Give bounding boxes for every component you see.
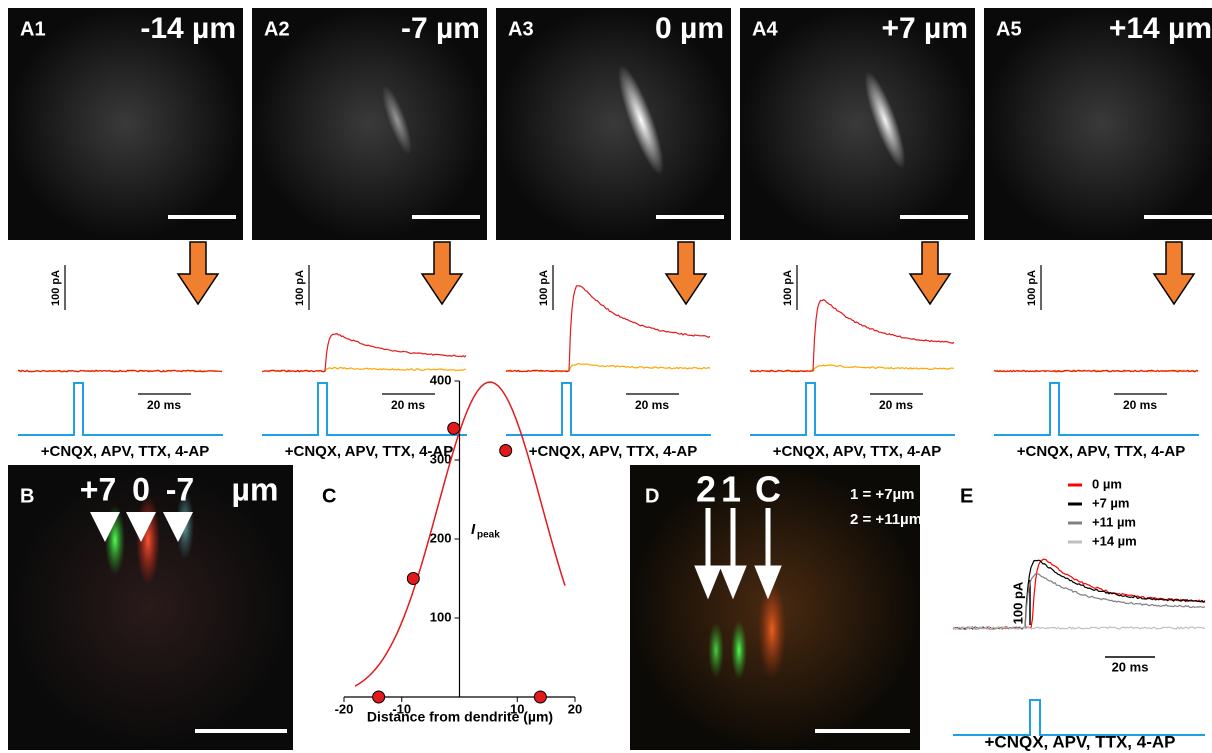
panel-label: B [20, 485, 34, 507]
note: 1 = +7µm [850, 486, 915, 503]
response-trace [953, 560, 1205, 629]
scale-label: 20 ms [147, 398, 181, 412]
panel-label: A2 [264, 18, 290, 40]
stimulus-pulse [506, 383, 711, 435]
scale-label: 20 ms [1123, 398, 1157, 412]
y-axis-label-sub: peak [477, 530, 500, 541]
scale-label: 20 ms [391, 398, 425, 412]
scale-label: 100 pA [50, 270, 62, 306]
scale-label: 100 pA [782, 270, 794, 306]
depth-label: +7 µm [882, 12, 969, 45]
panel-label: E [960, 485, 973, 507]
depth-label: -7 µm [401, 12, 480, 45]
drug-label: +CNQX, APV, TTX, 4-AP [41, 443, 210, 460]
legend-label: +14 µm [1092, 533, 1137, 548]
depth-label: -14 µm [140, 12, 236, 45]
stimulus-pulse [750, 383, 955, 435]
drug-label: +CNQX, APV, TTX, 4-AP [529, 443, 698, 460]
y-axis-label: I [471, 521, 476, 538]
marker-label: C [755, 469, 781, 510]
glow [758, 580, 786, 680]
scale-label: 100 pA [538, 270, 550, 306]
note: 2 = +11µm [850, 511, 922, 528]
x-tick-label: 10 [510, 701, 524, 716]
scale-label: 20 ms [635, 398, 669, 412]
y-tick-label: 200 [430, 530, 452, 545]
scale-label: 20 ms [879, 398, 913, 412]
drug-label: +CNQX, APV, TTX, 4-AP [285, 443, 454, 460]
figure: B +7 0 -7 µm D 2 1 C 1 = +7µm 2 = +11µm … [0, 0, 1212, 753]
stimulus-pulse [18, 383, 223, 435]
marker-label: +7 [80, 471, 116, 507]
y-tick-label: 300 [430, 451, 452, 466]
arrow [910, 242, 950, 304]
y-tick-label: 100 [430, 609, 452, 624]
response-trace [262, 334, 466, 372]
glow [136, 495, 160, 585]
y-tick-label: 400 [430, 372, 452, 387]
depth-label: +14 µm [1109, 12, 1212, 45]
x-tick-label: -20 [335, 701, 354, 716]
scale-label: 100 pA [1010, 581, 1025, 624]
legend-label: 0 µm [1092, 476, 1122, 491]
arrow [1154, 242, 1194, 304]
panel-label: A4 [752, 18, 778, 40]
x-tick-label: 20 [568, 701, 582, 716]
marker-label: 1 [721, 469, 741, 510]
depth-label: 0 µm [655, 12, 724, 45]
scale-label: 100 pA [1026, 270, 1038, 306]
data-point [448, 422, 460, 434]
glow [708, 622, 724, 678]
arrow [666, 242, 706, 304]
panel-label: A3 [508, 18, 534, 40]
stimulus-pulse [262, 383, 467, 435]
scale-label: 20 ms [1112, 659, 1149, 674]
data-point [534, 691, 546, 703]
marker-label: 0 [132, 471, 150, 507]
panel-label: A5 [996, 18, 1022, 40]
x-tick-label: -10 [392, 701, 411, 716]
drug-label: +CNQX, APV, TTX, 4-AP [773, 443, 942, 460]
response-trace [506, 286, 710, 372]
marker-label: -7 [166, 471, 194, 507]
arrow [422, 242, 462, 304]
arrow [178, 242, 218, 304]
scale-label: 100 pA [294, 270, 306, 306]
stimulus-pulse [994, 383, 1199, 435]
panel-label: D [645, 485, 659, 507]
stimulus-pulse [953, 700, 1205, 735]
data-point [407, 573, 419, 585]
legend-label: +11 µm [1092, 514, 1136, 529]
panel-label: C [322, 485, 336, 507]
data-point [500, 445, 512, 457]
panel-label: A1 [20, 18, 46, 40]
data-point [373, 691, 385, 703]
response-trace [750, 300, 954, 372]
unit-label: µm [232, 471, 279, 507]
legend-label: +7 µm [1092, 495, 1129, 510]
drug-label: +CNQX, APV, TTX, 4-AP [1017, 443, 1186, 460]
marker-label: 2 [696, 469, 716, 510]
glow [731, 620, 747, 680]
